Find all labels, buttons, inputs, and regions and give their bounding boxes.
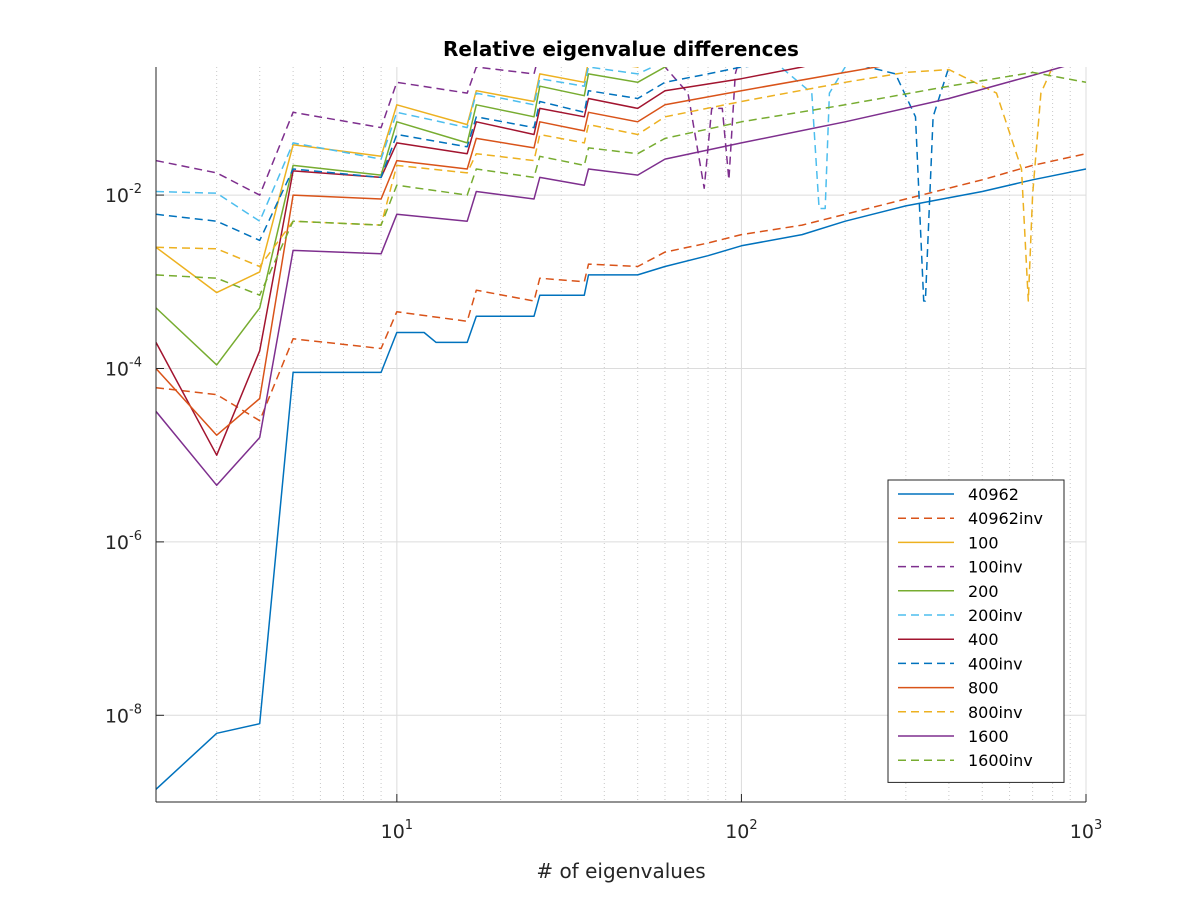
chart-title: Relative eigenvalue differences <box>443 37 799 61</box>
series-line-800 <box>156 67 881 436</box>
series-line-400inv <box>156 67 950 302</box>
legend-label-200inv: 200inv <box>968 606 1023 625</box>
legend-label-100: 100 <box>968 533 999 552</box>
legend-label-400: 400 <box>968 630 999 649</box>
series-line-200 <box>156 67 669 366</box>
legend-label-200: 200 <box>968 582 999 601</box>
series-line-200inv <box>156 67 846 222</box>
x-axis-label: # of eigenvalues <box>536 859 705 883</box>
legend-label-400inv: 400inv <box>968 654 1023 673</box>
series-lines <box>156 67 1086 790</box>
tick-labels: 101 102 103 10-8 10-6 10-4 10-2 <box>105 182 1102 843</box>
legend-label-40962inv: 40962inv <box>968 509 1043 528</box>
legend-label-800inv: 800inv <box>968 703 1023 722</box>
series-line-1600 <box>156 67 1065 487</box>
axes <box>155 67 1087 803</box>
legend: 40962 40962inv 100 100inv 200 200inv 400 400inv… <box>887 479 1065 783</box>
legend-box <box>887 479 1065 783</box>
legend-label-100inv: 100inv <box>968 558 1023 577</box>
x-tick-label: 102 <box>725 818 757 843</box>
legend-label-1600: 1600 <box>968 727 1009 746</box>
series-line-100inv <box>156 67 738 196</box>
series-line-100 <box>156 67 640 294</box>
series-line-1600inv <box>156 71 1086 296</box>
legend-label-40962: 40962 <box>968 485 1019 504</box>
x-tick-label: 103 <box>1070 818 1102 843</box>
legend-label-1600inv: 1600inv <box>968 751 1033 770</box>
legend-label-800: 800 <box>968 679 999 698</box>
series-line-40962inv <box>156 152 1086 422</box>
x-tick-label: 101 <box>381 818 413 843</box>
y-tick-label: 10-4 <box>105 355 142 380</box>
y-tick-label: 10-2 <box>105 182 142 207</box>
series-line-40962 <box>156 168 1086 790</box>
y-tick-label: 10-8 <box>105 702 142 727</box>
y-tick-label: 10-6 <box>105 529 142 554</box>
series-line-400 <box>156 67 806 456</box>
